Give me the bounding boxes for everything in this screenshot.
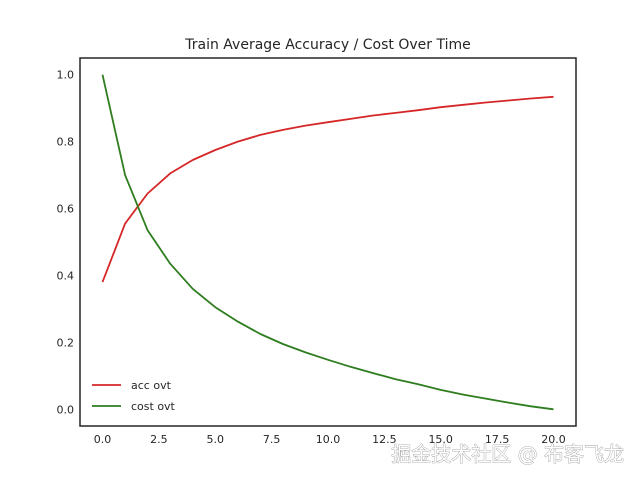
y-tick-label: 0.4	[57, 270, 75, 283]
x-tick-label: 5.0	[207, 433, 225, 446]
y-tick-label: 0.2	[57, 336, 75, 349]
x-tick-label: 12.5	[372, 433, 397, 446]
y-tick-label: 0.0	[57, 403, 75, 416]
legend: acc ovt cost ovt	[92, 379, 176, 413]
x-tick-label: 17.5	[485, 433, 510, 446]
series-line-acc-ovt	[101, 95, 554, 283]
y-tick-label: 0.6	[57, 203, 75, 216]
x-tick-label: 0.0	[94, 433, 112, 446]
x-tick-label: 2.5	[150, 433, 168, 446]
x-tick-label: 10.0	[316, 433, 341, 446]
legend-label: cost ovt	[131, 400, 176, 413]
chart-title: Train Average Accuracy / Cost Over Time	[184, 37, 470, 53]
plot-frame	[79, 57, 577, 427]
legend-label: acc ovt	[131, 379, 172, 392]
x-tick-label: 7.5	[263, 433, 281, 446]
y-tick-label: 1.0	[57, 69, 75, 82]
y-axis-ticks: 0.0 0.2 0.4 0.6 0.8 1.0	[57, 69, 75, 417]
x-axis-ticks: 0.0 2.5 5.0 7.5 10.0 12.5 15.0 17.5 20.0	[94, 433, 566, 446]
x-tick-label: 20.0	[541, 433, 566, 446]
y-tick-label: 0.8	[57, 136, 75, 149]
x-tick-label: 15.0	[428, 433, 453, 446]
watermark: 掘金技术社区 @ 布客飞龙	[391, 442, 624, 466]
series-line-cost-ovt	[101, 74, 554, 411]
series-layer	[101, 74, 554, 411]
